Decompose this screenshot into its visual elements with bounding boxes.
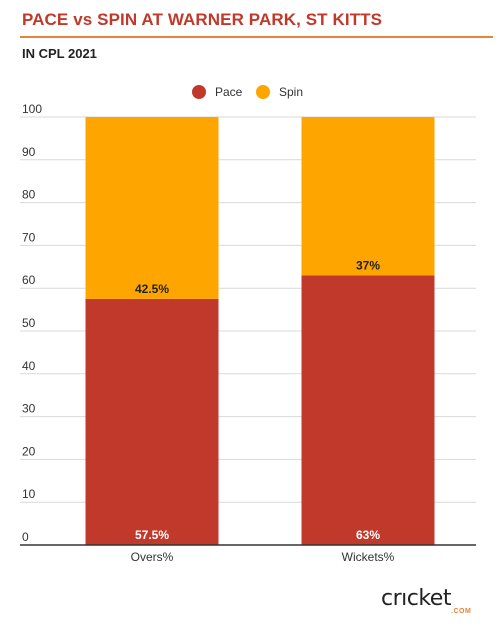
y-tick-label-40: 40 <box>22 359 36 373</box>
y-tick-label-0: 0 <box>22 530 29 544</box>
cricket-com-logo: crıcket .COM <box>381 586 481 618</box>
y-tick-label-80: 80 <box>22 188 36 202</box>
legend-label-pace: Pace <box>215 85 243 99</box>
logo-wordmark: crıcket <box>381 586 451 611</box>
legend-swatch-spin <box>256 85 270 99</box>
page-subtitle: IN CPL 2021 <box>22 46 97 61</box>
y-tick-label-20: 20 <box>22 444 36 458</box>
bar-spin-1 <box>301 117 435 276</box>
y-tick-label-90: 90 <box>22 145 36 159</box>
bar-spin-0 <box>85 117 219 299</box>
legend-swatch-pace <box>192 85 206 99</box>
bar-pace-1 <box>301 275 435 545</box>
data-label-spin-0: 42.5% <box>135 282 169 296</box>
x-tick-label-1: Wickets% <box>342 550 395 564</box>
y-tick-label-50: 50 <box>22 316 36 330</box>
page-title: PACE vs SPIN AT WARNER PARK, ST KITTS <box>22 10 383 29</box>
y-tick-label-60: 60 <box>22 273 36 287</box>
bar-pace-0 <box>85 298 219 545</box>
title-divider <box>20 36 493 38</box>
data-label-pace-0: 57.5% <box>135 528 169 542</box>
data-label-pace-1: 63% <box>356 528 380 542</box>
y-tick-label-100: 100 <box>22 102 42 116</box>
logo-suffix: .COM <box>451 608 472 615</box>
legend-label-spin: Spin <box>279 85 303 99</box>
data-label-spin-1: 37% <box>356 258 380 272</box>
y-tick-label-30: 30 <box>22 402 36 416</box>
x-tick-label-0: Overs% <box>131 550 174 564</box>
y-tick-label-10: 10 <box>22 487 36 501</box>
y-tick-label-70: 70 <box>22 230 36 244</box>
